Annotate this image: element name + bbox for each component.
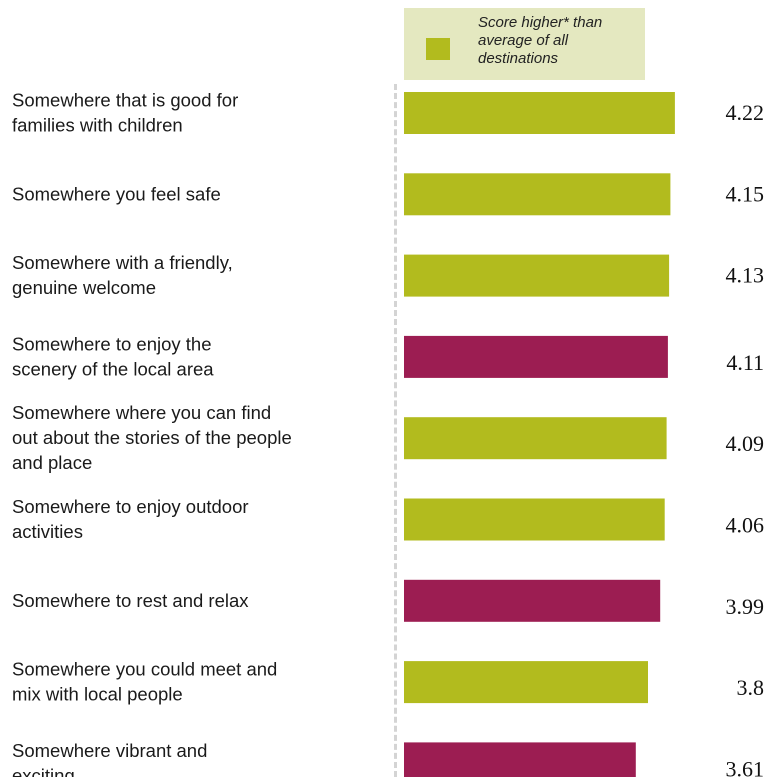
category-label-5: Somewhere to enjoy outdoor activities	[12, 496, 249, 542]
value-label-8: 3.61	[726, 756, 765, 777]
value-label-2: 4.13	[726, 263, 765, 288]
category-label-line: activities	[12, 521, 83, 542]
category-label-line: Somewhere you could meet and	[12, 659, 277, 680]
category-label-line: and place	[12, 452, 92, 473]
category-label-line: Somewhere to enjoy outdoor	[12, 496, 249, 517]
category-label-line: families with children	[12, 115, 183, 136]
value-label-6: 3.99	[726, 594, 765, 619]
bar-3	[404, 335, 668, 378]
value-label-0: 4.22	[726, 100, 765, 125]
value-label-3: 4.11	[726, 350, 764, 375]
category-label-0: Somewhere that is good for families with …	[12, 90, 238, 136]
legend-label: Score higher* than average of all destin…	[478, 14, 603, 67]
bar-6	[404, 579, 661, 622]
legend: Score higher* than average of all destin…	[404, 8, 645, 80]
bar-8	[404, 742, 636, 777]
category-label-line: exciting	[12, 765, 75, 777]
bar-1	[404, 173, 671, 216]
category-label-line: genuine welcome	[12, 277, 156, 298]
bar-7	[404, 661, 648, 704]
value-label-1: 4.15	[726, 181, 765, 206]
category-label-line: Somewhere you feel safe	[12, 183, 221, 204]
bar-5	[404, 498, 665, 541]
category-label-1: Somewhere you feel safe	[12, 183, 221, 204]
category-label-4: Somewhere where you can find out about th…	[12, 402, 292, 473]
category-label-line: Somewhere to enjoy the	[12, 333, 212, 354]
category-label-3: Somewhere to enjoy the scenery of the loc…	[12, 333, 214, 379]
category-label-line: Somewhere that is good for	[12, 90, 238, 111]
category-label-7: Somewhere you could meet and mix with loc…	[12, 659, 277, 705]
axis-baseline	[394, 84, 397, 777]
legend-swatch	[426, 38, 450, 60]
category-label-line: scenery of the local area	[12, 358, 214, 379]
value-label-5: 4.06	[726, 513, 765, 538]
value-label-7: 3.8	[737, 675, 765, 700]
category-label-line: mix with local people	[12, 684, 183, 705]
category-label-2: Somewhere with a friendly, genuine welcom…	[12, 252, 233, 298]
category-label-8: Somewhere vibrant and exciting	[12, 740, 207, 777]
category-label-line: out about the stories of the people	[12, 427, 292, 448]
category-label-line: Somewhere where you can find	[12, 402, 271, 423]
category-label-line: Somewhere vibrant and	[12, 740, 207, 761]
category-label-line: Somewhere to rest and relax	[12, 590, 249, 611]
bar-0	[404, 92, 675, 134]
bar-2	[404, 254, 670, 297]
value-label-4: 4.09	[726, 431, 765, 456]
category-label-line: Somewhere with a friendly,	[12, 252, 233, 273]
bar-4	[404, 417, 667, 460]
category-label-6: Somewhere to rest and relax	[12, 590, 249, 611]
